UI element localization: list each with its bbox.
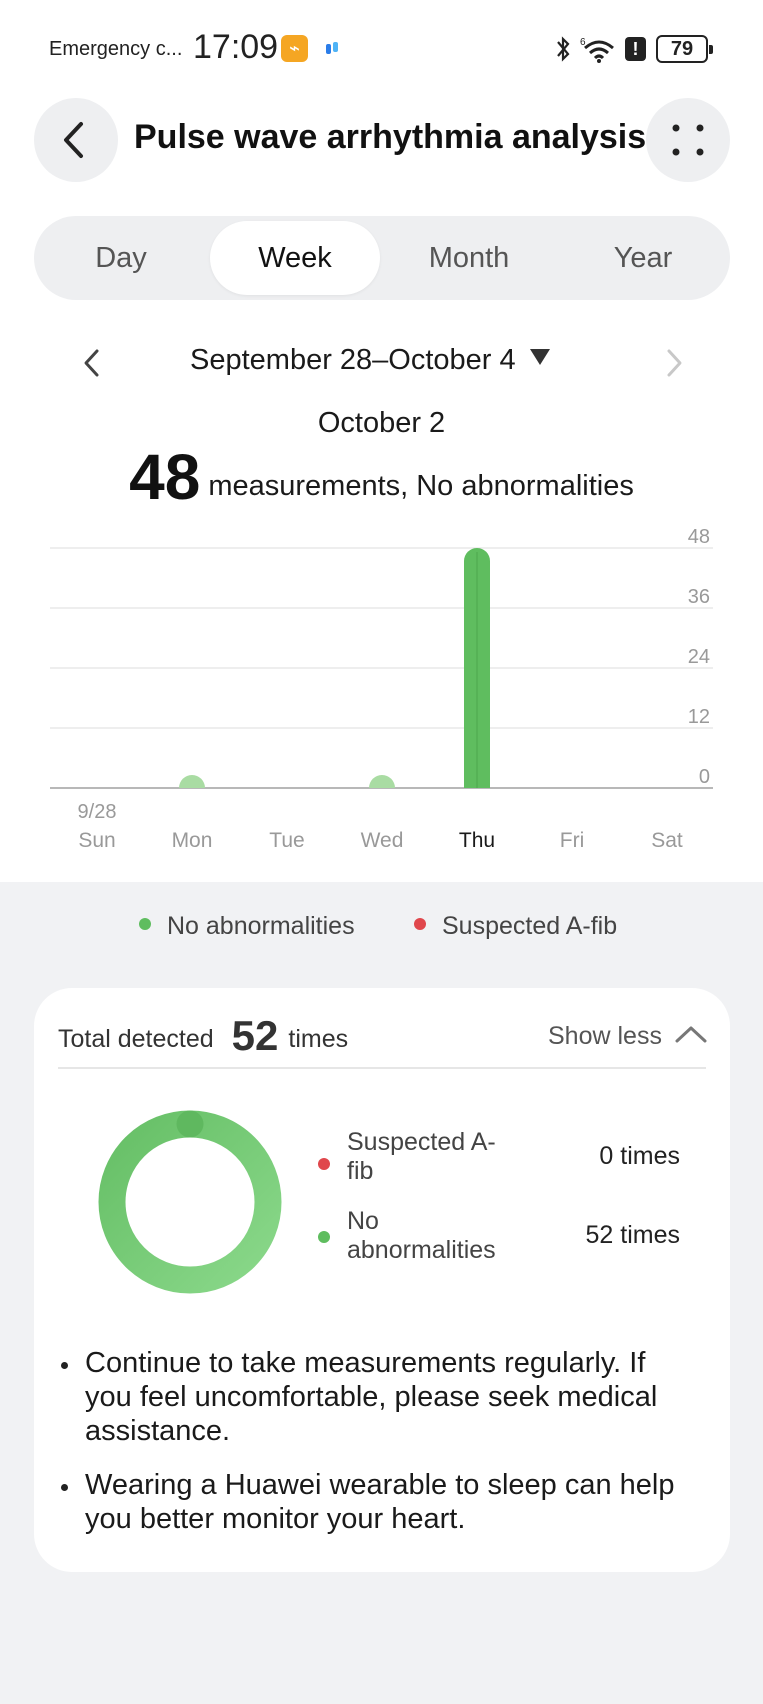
status-bar: Emergency c... 17:09 ⌁ 6 ! 79 [0, 0, 763, 100]
x-date-label: 9/28 [78, 801, 117, 823]
bar-mon [179, 775, 205, 788]
bar-wed [369, 775, 395, 788]
next-week-button[interactable] [660, 345, 688, 381]
breakdown-label-afib: Suspected A-fib [347, 1128, 496, 1185]
four-dots-icon [672, 124, 704, 156]
tab-week[interactable]: Week [210, 221, 380, 295]
legend-item-no-abnormalities: No abnormalities [139, 912, 355, 941]
notification-app2-icon [326, 42, 338, 54]
tab-month[interactable]: Month [428, 242, 510, 274]
x-tick-label: Fri [560, 829, 585, 852]
x-tick-label: Thu [459, 829, 495, 852]
tab-year[interactable]: Year [613, 242, 673, 274]
donut-ring-start [176, 1110, 204, 1138]
chart-legend: No abnormalities Suspected A-fib [0, 912, 763, 952]
notification-app-icon: ⌁ [281, 35, 308, 62]
tip-item: Wearing a Huawei wearable to sleep can h… [58, 1468, 698, 1536]
back-button[interactable] [34, 98, 118, 182]
tab-day[interactable]: Day [95, 242, 147, 274]
breakdown-value-afib: 0 times [599, 1142, 680, 1170]
chevron-left-icon [64, 122, 83, 158]
y-tick-label: 36 [688, 586, 710, 608]
divider [58, 1067, 706, 1069]
y-tick-label: 24 [688, 646, 710, 668]
y-tick-label: 48 [688, 526, 710, 548]
x-tick-label: Sun [78, 829, 115, 852]
legend-dot [414, 918, 426, 930]
selected-date: October 2 [317, 407, 446, 439]
legend-dot [139, 918, 151, 930]
show-less-label: Show less [548, 1022, 662, 1050]
caret-down-icon [529, 349, 550, 365]
previous-week-button[interactable] [78, 345, 106, 381]
chevron-up-icon [675, 1026, 707, 1043]
clock: 17:09 [193, 28, 279, 66]
total-unit: times [288, 1025, 349, 1053]
measurement-summary: 48 measurements, No abnormalities [0, 440, 763, 514]
breakdown-dot-normal [318, 1231, 330, 1243]
breakdown-label-normal: No abnormalities [347, 1207, 496, 1264]
breakdown-dot-afib [318, 1158, 330, 1170]
period-tabs: Day Week Month Year [34, 216, 730, 300]
legend-item-suspected-afib: Suspected A-fib [414, 912, 617, 941]
weekly-bar-chart[interactable]: 48 36 24 12 0 9/28 Sun Mon Tue Wed Thu Fri Sat [0, 520, 763, 860]
tip-item: Continue to take measurements regularly.… [58, 1346, 698, 1448]
measurement-count: 48 [129, 441, 201, 513]
bluetooth-icon [557, 36, 570, 62]
total-label: Total detected [58, 1025, 214, 1053]
donut-ring-no-abnormalities [98, 1110, 282, 1294]
x-tick-label: Wed [361, 829, 404, 852]
tips-list: Continue to take measurements regularly.… [58, 1346, 698, 1556]
y-tick-label: 12 [688, 706, 710, 728]
x-tick-label: Mon [172, 829, 213, 852]
main-panel [0, 0, 763, 882]
svg-text:6: 6 [580, 37, 586, 48]
summary-card: Total detected 52 times Show less Suspecte… [34, 988, 730, 1572]
date-range-selector[interactable]: September 28–October 4 [190, 344, 550, 384]
measurement-summary-text: measurements, No abnormalities [208, 470, 634, 502]
more-options-button[interactable] [646, 98, 730, 182]
carrier-label: Emergency c... [49, 38, 183, 60]
battery-indicator: 79 [656, 35, 713, 63]
total-count: 52 [231, 1012, 279, 1059]
donut-chart [98, 1110, 282, 1294]
total-detected: Total detected 52 times [58, 1012, 348, 1060]
legend-label: Suspected A-fib [442, 912, 618, 940]
x-tick-label: Sat [651, 829, 683, 852]
wifi-icon: 6 [580, 37, 614, 63]
y-tick-label: 0 [699, 766, 710, 788]
show-less-toggle[interactable]: Show less [548, 1022, 708, 1051]
legend-label: No abnormalities [167, 912, 355, 940]
page-title: Pulse wave arrhythmia analysis [134, 118, 647, 156]
breakdown-value-normal: 52 times [585, 1221, 680, 1249]
date-range-label: September 28–October 4 [190, 344, 516, 376]
alert-icon: ! [625, 37, 646, 61]
x-tick-label: Tue [269, 829, 304, 852]
